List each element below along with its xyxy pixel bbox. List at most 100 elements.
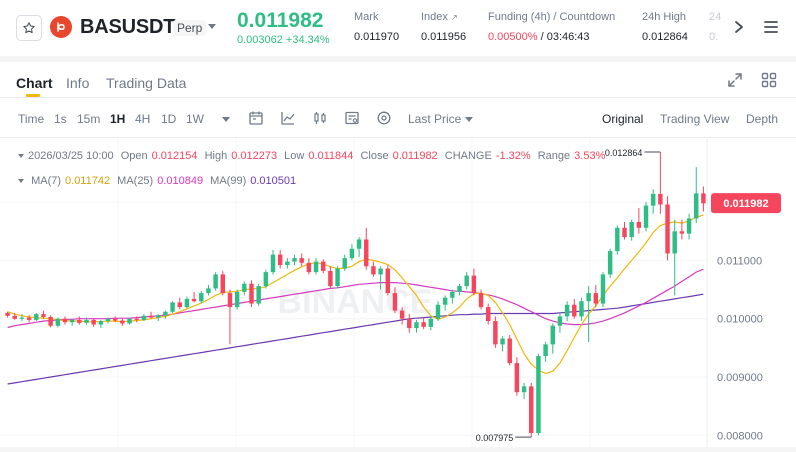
candle-up: [184, 298, 190, 308]
candle-up: [435, 304, 441, 319]
stat-mark: Mark 0.011970: [354, 11, 399, 43]
stat-label: Mark: [354, 11, 379, 23]
ma25-line: [7, 268, 704, 329]
legend-low: 0.011844: [308, 150, 354, 162]
candle-down: [407, 318, 412, 329]
price-chart-svg[interactable]: BINANCE 0.0120000.0110000.0100000.009000…: [0, 138, 796, 447]
last-price: 0.011982: [237, 9, 324, 32]
legend-open-label: Open: [120, 150, 148, 162]
view-trading-view[interactable]: Trading View: [660, 112, 730, 126]
chart-toolbar: Time 1s 15m 1H 4H 1D 1W Last Price Origi…: [0, 98, 796, 138]
chevron-right-icon: [735, 21, 743, 33]
price-axis: 0.0120000.0110000.0100000.0090000.008000…: [707, 193, 781, 442]
collapse-legend-icon[interactable]: [18, 154, 24, 159]
y-tick-label: 0.008000: [717, 430, 763, 442]
line-chart-button[interactable]: [279, 109, 297, 127]
menu-icon: [764, 21, 778, 33]
candle-up: [127, 318, 132, 324]
candle-up: [694, 193, 699, 219]
candle-up: [170, 302, 175, 312]
legend-ma7-label: MA(7): [31, 175, 62, 187]
line-chart-icon: [281, 112, 295, 125]
ticker-header: BASUSDT Perp 0.011982 0.003062 +34.34% M…: [0, 0, 796, 56]
candle-up: [550, 325, 555, 345]
legend-datetime: 2026/03/25 10:00: [28, 150, 114, 162]
view-depth[interactable]: Depth: [746, 112, 779, 126]
candle-down: [701, 193, 706, 204]
tab-chart[interactable]: Chart: [16, 75, 53, 91]
external-link-icon: ↗: [450, 13, 458, 22]
y-tick-label: 0.011000: [717, 255, 762, 267]
favorite-button[interactable]: [16, 15, 42, 41]
candle-type-button[interactable]: [311, 109, 329, 127]
candle-down: [493, 321, 498, 345]
interval-1s[interactable]: 1s: [54, 112, 67, 126]
interval-time[interactable]: Time: [18, 112, 45, 126]
interval-1h[interactable]: 1H: [110, 112, 126, 126]
candle-down: [371, 266, 376, 275]
legend-close: 0.011982: [392, 150, 438, 162]
interval-dropdown[interactable]: [218, 112, 230, 126]
view-original[interactable]: Original: [602, 112, 644, 126]
stat-index[interactable]: Index ↗ 0.011956: [421, 11, 466, 43]
candle-down: [392, 293, 398, 311]
stat-value: 0.011956: [421, 31, 467, 43]
candle-up: [263, 272, 269, 287]
candle-up: [213, 274, 218, 289]
candle-up: [98, 321, 104, 325]
candle-up: [615, 227, 620, 252]
candle-down: [399, 310, 405, 319]
candle-down: [679, 231, 685, 234]
candle-down: [421, 322, 426, 327]
candle-down: [134, 318, 139, 320]
chart-settings-button[interactable]: [375, 109, 393, 127]
stat-label: 24h High: [642, 11, 687, 23]
candle-up: [557, 316, 563, 326]
price-type-select[interactable]: Last Price: [408, 112, 474, 126]
ma99-path: [7, 293, 704, 385]
candlestick-chart[interactable]: BINANCE 0.0120000.0110000.0100000.009000…: [0, 138, 796, 447]
ma99-line: [7, 293, 704, 385]
interval-1d[interactable]: 1D: [161, 112, 177, 126]
stat-24h-high: 24h High 0.012864: [642, 11, 688, 43]
candle-up: [586, 293, 591, 302]
candle-up: [607, 251, 613, 275]
stat-24h-low-truncated: 24 0.: [709, 11, 723, 43]
candle-down: [249, 283, 254, 304]
candle-down: [227, 293, 233, 308]
indicator-settings-button[interactable]: [247, 109, 265, 127]
layout-button[interactable]: [759, 70, 779, 90]
tab-info[interactable]: Info: [66, 75, 90, 91]
settings-icon: [377, 111, 391, 125]
candle-down: [191, 298, 197, 302]
interval-15m[interactable]: 15m: [77, 112, 101, 126]
legend-change-label: CHANGE: [444, 150, 492, 162]
candle-up: [234, 291, 240, 308]
candle-up: [242, 283, 247, 292]
candle-up: [672, 231, 677, 254]
candle-up: [428, 318, 434, 327]
candle-down: [471, 275, 477, 294]
symbol-dropdown-caret-icon[interactable]: [208, 24, 216, 29]
expand-button[interactable]: [725, 70, 745, 90]
chart-panel: Chart Info Trading Data Time 1s 15m 1H 4…: [0, 62, 796, 447]
candle-up: [342, 258, 347, 269]
tab-trading-data[interactable]: Trading Data: [106, 75, 187, 91]
ma25-path: [7, 268, 704, 329]
collapse-ma-legend-icon[interactable]: [18, 179, 24, 184]
ma-legend: MA(7) 0.011742 MA(25) 0.010849 MA(99) 0.010…: [18, 175, 300, 187]
candle-down: [364, 239, 369, 267]
candle-up: [69, 319, 75, 323]
chart-template-button[interactable]: [343, 109, 361, 127]
y-tick-label: 0.009000: [717, 372, 763, 384]
chevron-down-icon: [222, 117, 230, 123]
candle-up: [414, 322, 419, 329]
scroll-stats-right-button[interactable]: [728, 16, 750, 38]
grid-layout-icon: [761, 72, 777, 88]
candle-up: [285, 261, 290, 266]
interval-1w[interactable]: 1W: [186, 112, 204, 126]
stat-value: 0.: [709, 31, 719, 43]
symbol-name[interactable]: BASUSDT: [80, 16, 176, 38]
more-menu-button[interactable]: [760, 16, 782, 38]
interval-4h[interactable]: 4H: [135, 112, 151, 126]
